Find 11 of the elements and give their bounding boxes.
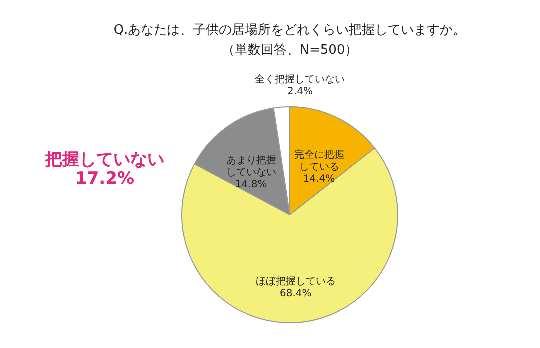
slice-label: ほぼ把握している — [256, 276, 336, 288]
slice-label: あまり把握していない — [226, 154, 276, 178]
chart-subtitle: （単数回答、N=500） — [222, 43, 358, 58]
data-label: 14.8% — [235, 179, 268, 190]
data-label: 68.4% — [280, 288, 312, 300]
text: 把握していない 17.2% — [44, 150, 164, 189]
data-label: 2.4% — [288, 86, 313, 98]
slice-label: 全く把握していない — [255, 73, 346, 86]
chart-title: Q.あなたは、子供の居場所をどれくらい把握していますか。 — [114, 23, 466, 38]
data-label: 14.4% — [303, 174, 336, 185]
slice-label: 完全に把握している — [294, 148, 344, 173]
